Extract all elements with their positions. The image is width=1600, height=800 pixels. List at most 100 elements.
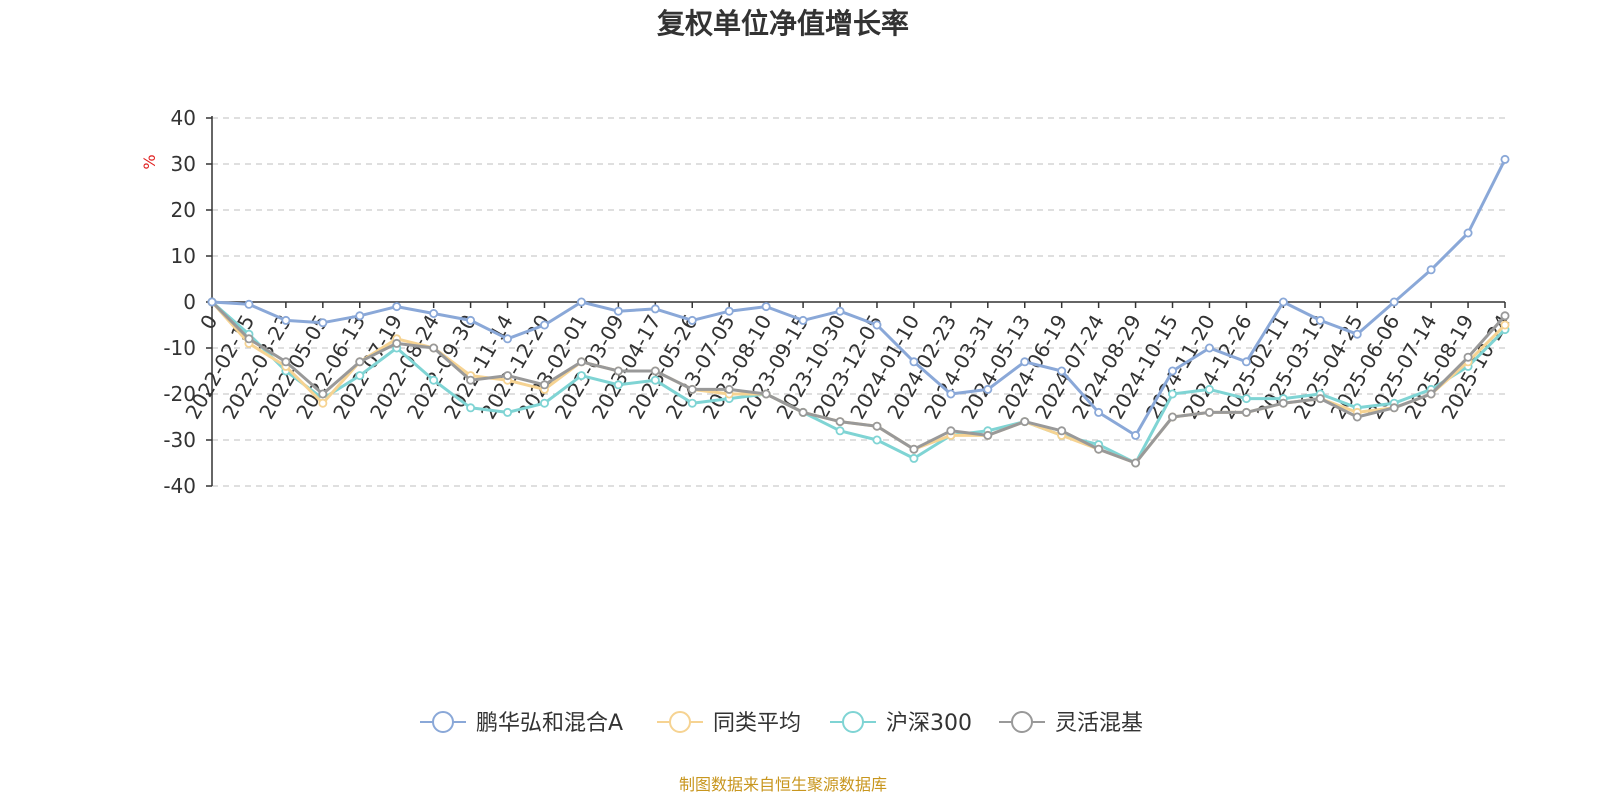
series-3-point-26: [1168, 412, 1178, 422]
series-0-point-16: [798, 315, 808, 325]
series-3-point-20: [946, 426, 956, 436]
y-tick-label-3: 10: [171, 244, 196, 268]
series-0-point-29: [1278, 297, 1288, 307]
series-0-point-13: [687, 315, 697, 325]
series-3-point-10: [576, 357, 586, 367]
series-2-point-11: [613, 380, 623, 390]
series-3-point-8: [503, 371, 513, 381]
series-3-point-24: [1094, 444, 1104, 454]
series-0-point-8: [503, 334, 513, 344]
legend-marker-1: [669, 711, 691, 733]
series-0-point-24: [1094, 407, 1104, 417]
y-tick-label-1: 30: [171, 152, 196, 176]
series-3-point-23: [1057, 426, 1067, 436]
series-3-point-11: [613, 366, 623, 376]
y-tick-label-4: 0: [183, 290, 196, 314]
series-0-point-3: [318, 318, 328, 328]
legend-item-2: 沪深300: [830, 711, 972, 736]
series-2-point-26: [1168, 389, 1178, 399]
series-0-point-4: [355, 311, 365, 321]
series-2-point-8: [503, 407, 513, 417]
series-1-point-3: [318, 398, 328, 408]
series-line-2: [211, 300, 1507, 465]
legend-label-1: 同类平均: [713, 711, 801, 736]
legend-marker-0: [432, 711, 454, 733]
series-3-point-29: [1278, 398, 1288, 408]
series-2-point-17: [835, 426, 845, 436]
source-note: 制图数据来自恒生聚源数据库: [679, 775, 887, 794]
series-2-point-4: [355, 371, 365, 381]
chart-title: 复权单位净值增长率: [657, 7, 909, 40]
series-0-point-10: [576, 297, 586, 307]
series-3-point-13: [687, 384, 697, 394]
series-0-point-27: [1204, 343, 1214, 353]
series-3-point-31: [1352, 412, 1362, 422]
series-0-point-15: [761, 302, 771, 312]
series-0-point-17: [835, 306, 845, 316]
series-3-point-3: [318, 389, 328, 399]
series-2-point-12: [650, 375, 660, 385]
series-0-point-5: [392, 302, 402, 312]
series-0-point-18: [872, 320, 882, 330]
series-0-point-33: [1426, 265, 1436, 275]
series-3-point-12: [650, 366, 660, 376]
series-3-point-5: [392, 338, 402, 348]
series-0-point-21: [983, 384, 993, 394]
series-3-point-15: [761, 389, 771, 399]
legend-label-0: 鹏华弘和混合A: [476, 711, 623, 736]
series-3-point-14: [724, 384, 734, 394]
series-0-point-35: [1500, 154, 1510, 164]
series-0-point-30: [1315, 315, 1325, 325]
axes: [211, 116, 1505, 486]
series-3-point-32: [1389, 403, 1399, 413]
series-line-3: [210, 300, 1507, 465]
series-0-point-32: [1389, 297, 1399, 307]
series-3-point-19: [909, 444, 919, 454]
series-lines: [207, 154, 1510, 468]
y-tick-label-0: 40: [171, 106, 196, 130]
x-tick-label-0: 0: [195, 311, 222, 334]
series-0-point-1: [244, 299, 254, 309]
y-tick-label-2: 20: [171, 198, 196, 222]
series-2-point-10: [576, 371, 586, 381]
series-0-point-14: [724, 306, 734, 316]
series-2-point-13: [687, 398, 697, 408]
series-0-point-0: [207, 297, 217, 307]
series-3-point-25: [1131, 458, 1141, 468]
legend-item-3: 灵活混基: [999, 711, 1143, 736]
series-0-point-23: [1057, 366, 1067, 376]
series-0-point-11: [613, 306, 623, 316]
series-3-point-34: [1463, 352, 1473, 362]
y-tick-label-5: -10: [163, 336, 196, 360]
series-3-point-21: [983, 430, 993, 440]
y-tick-label-6: -20: [163, 382, 196, 406]
series-3-point-2: [281, 357, 291, 367]
series-1-point-35: [1500, 320, 1510, 330]
series-3-point-9: [539, 380, 549, 390]
legend-label-2: 沪深300: [886, 711, 972, 736]
series-0-point-2: [281, 315, 291, 325]
series-2-point-28: [1241, 394, 1251, 404]
legend-label-3: 灵活混基: [1055, 711, 1143, 736]
series-3-point-17: [835, 417, 845, 427]
series-3-point-35: [1500, 311, 1510, 321]
y-axis-ticks: 40 30 20 10 0 -10 -20 -30 -40: [163, 106, 212, 498]
series-0-point-28: [1241, 357, 1251, 367]
series-3-point-6: [429, 343, 439, 353]
series-0-point-31: [1352, 329, 1362, 339]
series-2-point-7: [466, 403, 476, 413]
series-3-point-27: [1204, 407, 1214, 417]
series-0-point-9: [539, 320, 549, 330]
series-line-0: [211, 158, 1507, 437]
series-0-point-12: [650, 304, 660, 314]
series-3-point-4: [355, 357, 365, 367]
y-tick-label-8: -40: [163, 474, 196, 498]
series-0-point-6: [429, 308, 439, 318]
y-tick-label-7: -30: [163, 428, 196, 452]
series-0-point-19: [909, 357, 919, 367]
series-2-point-18: [872, 435, 882, 445]
series-0-point-25: [1131, 430, 1141, 440]
series-3-point-1: [244, 334, 254, 344]
series-0-point-26: [1168, 366, 1178, 376]
